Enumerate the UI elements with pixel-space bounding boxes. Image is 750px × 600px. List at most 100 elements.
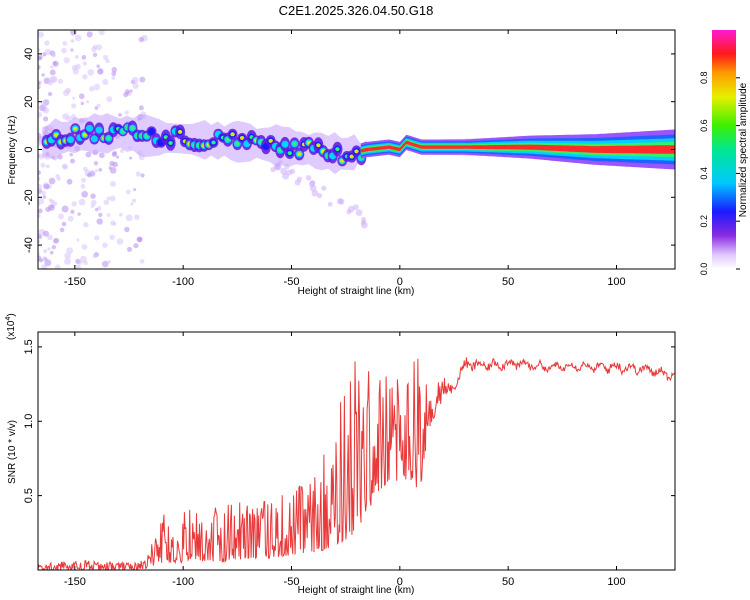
- spectrogram-noise-speck: [132, 198, 137, 203]
- spectrogram-noise-speck: [48, 177, 56, 185]
- spectrogram-noise-speck: [98, 168, 103, 172]
- spectrogram-heatmap: [38, 30, 675, 269]
- x-tick-label: -100: [172, 276, 194, 288]
- spectrogram-noise-speck: [103, 199, 110, 206]
- spectrogram-blob-mid: [281, 140, 289, 148]
- snr-x-ticks: -150 -100 -50 0 50 100: [64, 332, 626, 588]
- spectrogram-noise-speck: [119, 212, 123, 217]
- spectrogram-blob-core: [168, 140, 173, 145]
- spectrogram-noise-speck: [55, 174, 60, 179]
- spectrogram-noise-speck: [50, 65, 54, 69]
- spectrogram-noise-speck: [102, 242, 108, 248]
- spectrogram-tail-speck: [352, 204, 359, 211]
- spectrogram-noise-speck: [44, 259, 52, 267]
- colorbar-tick-label: 0.4: [699, 167, 709, 180]
- spectrogram-noise-speck: [93, 52, 98, 57]
- colorbar-tick-label: 0.0: [699, 263, 709, 276]
- x-tick-label: -150: [64, 276, 86, 288]
- y-tick-label: -20: [23, 189, 35, 205]
- spectrogram-noise-speck: [47, 79, 54, 86]
- spectrogram-noise-speck: [70, 158, 75, 164]
- spectrogram-noise-speck: [93, 83, 101, 91]
- spectrogram-noise-speck: [51, 52, 57, 58]
- spectrogram-noise-speck: [96, 218, 103, 225]
- spectrogram-noise-speck: [85, 151, 92, 158]
- spectrogram-noise-speck: [38, 81, 41, 85]
- spectrogram-noise-speck: [53, 237, 60, 244]
- x-tick-label: 0: [397, 276, 403, 288]
- spectrogram-noise-speck: [91, 46, 97, 53]
- spectrogram-noise-speck: [102, 78, 109, 86]
- spectrogram-blob-core: [239, 135, 245, 140]
- spectrogram-tail-speck: [355, 209, 363, 216]
- spectrogram-noise-speck: [139, 76, 146, 83]
- spectrogram-noise-speck: [98, 152, 105, 159]
- spectrogram-noise-speck: [96, 64, 100, 68]
- spectrogram-noise-speck: [130, 202, 134, 206]
- spectrogram-noise-speck: [77, 212, 81, 216]
- spectrogram-noise-speck: [75, 34, 82, 42]
- spectrogram-noise-speck: [125, 189, 131, 195]
- spectrogram-noise-speck: [47, 234, 53, 241]
- spectrogram-noise-speck: [44, 48, 52, 55]
- spectrogram-noise-speck: [106, 213, 111, 217]
- spectrogram-noise-speck: [76, 238, 80, 242]
- spectrogram-noise-speck: [135, 171, 141, 177]
- spectrogram-noise-speck: [38, 198, 45, 205]
- spectrogram-noise-speck: [109, 160, 115, 167]
- spectrogram-tail-speck: [280, 167, 288, 175]
- spectrogram-y-axis-label: Frequency (Hz): [7, 116, 18, 185]
- spectrogram-noise-speck: [59, 227, 65, 233]
- spectrogram-noise-speck: [81, 177, 87, 183]
- spectrogram-noise-speck: [98, 30, 105, 36]
- colorbar-gradient: [712, 30, 736, 269]
- spectrogram-noise-speck: [66, 247, 74, 254]
- spectrogram-x-axis-label: Height of straight line (km): [298, 286, 415, 297]
- spectrogram-blob-mid: [148, 127, 156, 135]
- spectrogram-noise-speck: [40, 162, 46, 168]
- spectrogram-noise-speck: [83, 260, 88, 266]
- spectrogram-noise-speck: [106, 96, 113, 103]
- spectrogram-tail-speck: [296, 176, 303, 182]
- spectrogram-blob-core: [235, 141, 240, 146]
- spectrogram-noise-speck: [107, 259, 111, 264]
- x-tick-label: -150: [64, 576, 86, 588]
- spectrogram-noise-speck: [125, 214, 133, 222]
- spectrogram-noise-speck: [48, 204, 55, 211]
- spectrogram-noise-speck: [72, 96, 76, 100]
- spectrogram-blob-mid: [95, 126, 103, 134]
- spectrogram-blob-core: [349, 154, 354, 159]
- spectrogram-noise-speck: [94, 207, 99, 212]
- spectrogram-blob-core: [297, 152, 302, 157]
- spectrogram-noise-speck: [52, 60, 59, 67]
- spectrogram-noise-speck: [55, 264, 61, 269]
- spectrogram-noise-speck: [78, 93, 85, 100]
- x-tick-label: 50: [502, 276, 514, 288]
- colorbar-ticks: 0.0 0.2 0.4 0.6 0.8: [699, 72, 740, 276]
- spectrogram-blob-core: [211, 140, 216, 145]
- spectrogram-noise-speck: [69, 152, 73, 157]
- spectrogram-noise-speck: [116, 238, 124, 245]
- spectrogram-tail-speck: [305, 175, 312, 181]
- spectrogram-noise-speck: [38, 170, 41, 175]
- spectrogram-noise-speck: [115, 155, 120, 159]
- spectrogram-noise-speck: [96, 103, 101, 108]
- spectrogram-noise-speck: [65, 87, 72, 94]
- spectrogram-noise-speck: [81, 244, 88, 250]
- spectrogram-noise-speck: [49, 69, 56, 76]
- colorbar-label: Normalized spectral amplitude: [738, 82, 749, 217]
- spectrogram-noise-speck: [93, 161, 99, 166]
- spectrogram-noise-speck: [61, 47, 67, 54]
- spectrogram-noise-speck: [77, 260, 83, 265]
- spectrogram-noise-speck: [95, 44, 103, 51]
- spectrogram-blob-core: [106, 136, 111, 141]
- spectrogram-noise-speck: [110, 181, 116, 187]
- spectrogram-blob-core: [335, 147, 340, 152]
- spectrogram-noise-speck: [103, 54, 109, 60]
- spectrogram-noise-speck: [92, 254, 97, 259]
- y-tick-label: 0.5: [23, 488, 35, 503]
- figure-title: C2E1.2025.326.04.50.G18: [279, 3, 434, 18]
- spectrogram-noise-speck: [128, 156, 133, 160]
- spectrogram-noise-speck: [52, 201, 58, 206]
- spectrogram-noise-speck: [126, 246, 133, 252]
